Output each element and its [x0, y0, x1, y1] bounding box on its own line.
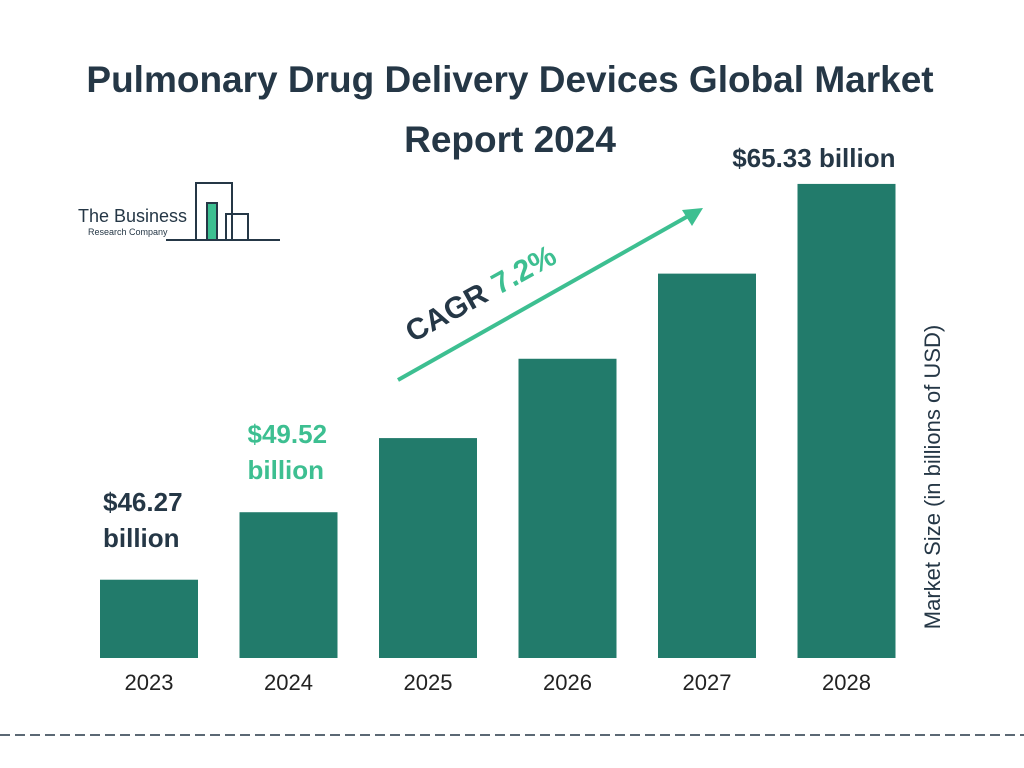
- value-label: $46.27 billion: [103, 486, 183, 553]
- value-label: $65.33 billion: [732, 142, 896, 173]
- x-tick-label: 2027: [683, 670, 732, 695]
- bar: [100, 579, 198, 658]
- y-axis-label: Market Size (in billions of USD): [920, 325, 945, 629]
- cagr-arrow: [397, 213, 691, 382]
- cagr-arrowhead: [682, 208, 703, 226]
- logo-subtext: Research Company: [88, 227, 168, 237]
- cagr-label: CAGR: [400, 277, 494, 349]
- logo: The Business Research Company: [78, 182, 280, 241]
- x-tick-label: 2024: [264, 670, 313, 695]
- x-tick-label: 2023: [125, 670, 174, 695]
- bar: [239, 512, 338, 658]
- x-tick-label: 2025: [404, 670, 453, 695]
- value-label: $49.52 billion: [247, 419, 328, 486]
- bar: [518, 358, 617, 658]
- x-tick-label: 2026: [543, 670, 592, 695]
- bar: [379, 438, 477, 658]
- bar: [658, 273, 756, 658]
- chart-title: Pulmonary Drug Delivery Devices Global M…: [86, 59, 934, 160]
- bar: [797, 183, 896, 658]
- x-tick-label: 2028: [822, 670, 871, 695]
- logo-text: The Business: [78, 206, 187, 226]
